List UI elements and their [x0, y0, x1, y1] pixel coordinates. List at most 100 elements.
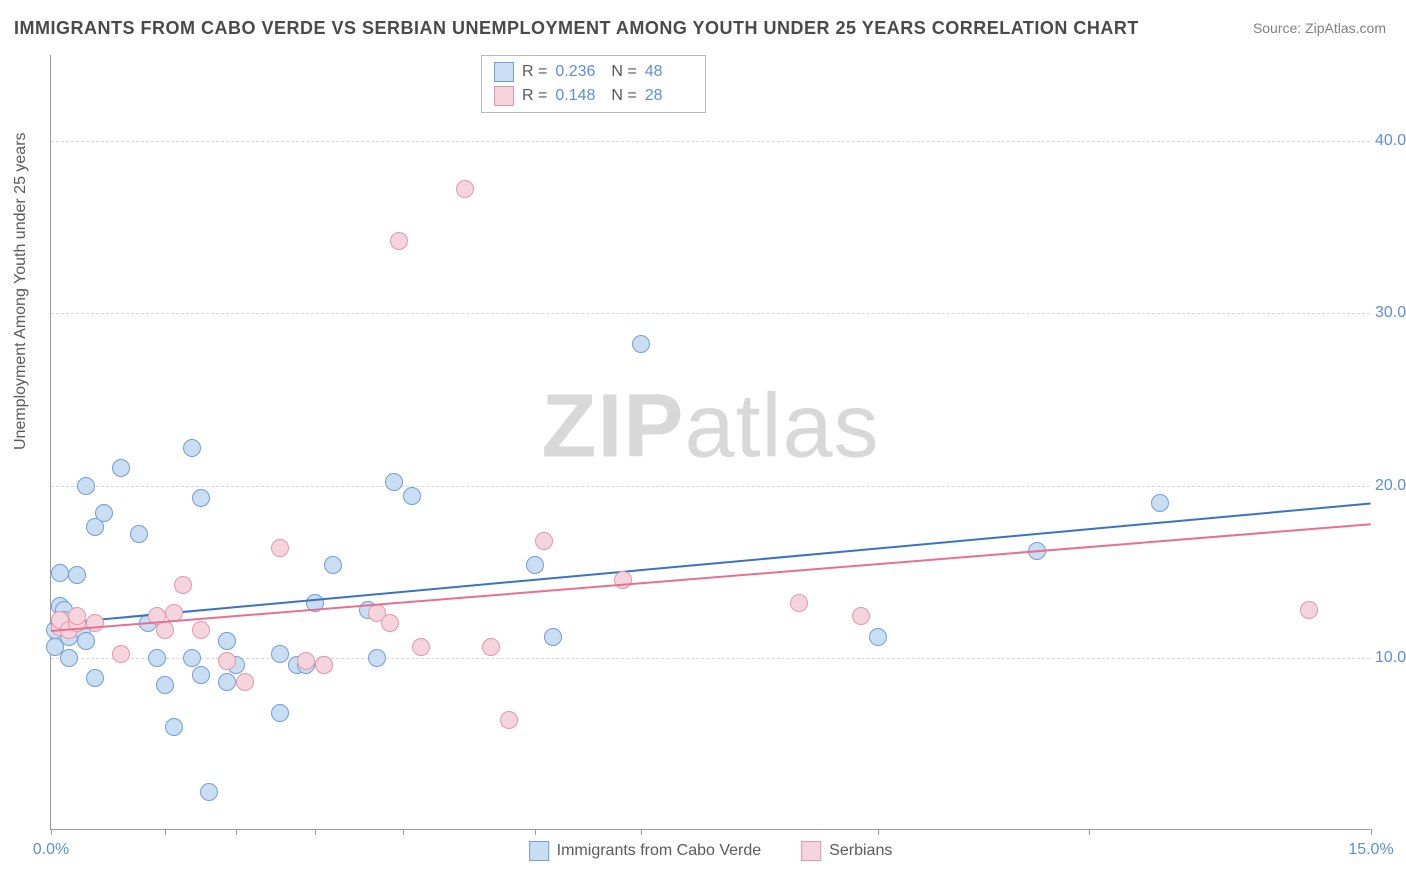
- scatter-point: [412, 638, 430, 656]
- y-axis-label: Unemployment Among Youth under 25 years: [12, 132, 30, 450]
- scatter-point: [77, 632, 95, 650]
- scatter-point: [218, 632, 236, 650]
- xtick: [1089, 829, 1090, 835]
- xtick: [1371, 829, 1372, 835]
- scatter-point: [68, 566, 86, 584]
- scatter-point: [86, 614, 104, 632]
- ytick-label: 10.0%: [1375, 649, 1406, 667]
- scatter-point: [271, 704, 289, 722]
- ytick-label: 30.0%: [1375, 304, 1406, 322]
- xtick: [51, 829, 52, 835]
- legend-r-value: 0.236: [555, 63, 603, 81]
- chart-container: IMMIGRANTS FROM CABO VERDE VS SERBIAN UN…: [0, 0, 1406, 892]
- scatter-point: [526, 556, 544, 574]
- legend-n-label: N =: [611, 87, 636, 105]
- scatter-point: [130, 525, 148, 543]
- scatter-point: [500, 711, 518, 729]
- gridline: [51, 486, 1370, 487]
- scatter-point: [192, 489, 210, 507]
- scatter-point: [86, 669, 104, 687]
- scatter-point: [192, 621, 210, 639]
- scatter-point: [95, 504, 113, 522]
- scatter-point: [200, 783, 218, 801]
- watermark-text-a: ZIP: [541, 376, 684, 476]
- scatter-point: [192, 666, 210, 684]
- scatter-point: [315, 656, 333, 674]
- watermark: ZIPatlas: [541, 375, 879, 478]
- scatter-point: [1151, 494, 1169, 512]
- xtick-label: 0.0%: [33, 841, 69, 859]
- scatter-point: [790, 594, 808, 612]
- scatter-point: [390, 232, 408, 250]
- legend-item: Immigrants from Cabo Verde: [529, 841, 762, 861]
- scatter-point: [381, 614, 399, 632]
- xtick: [535, 829, 536, 835]
- xtick: [641, 829, 642, 835]
- scatter-point: [156, 621, 174, 639]
- scatter-point: [60, 649, 78, 667]
- xtick: [403, 829, 404, 835]
- scatter-point: [236, 673, 254, 691]
- legend-n-label: N =: [611, 63, 636, 81]
- series-legend: Immigrants from Cabo Verde Serbians: [529, 841, 893, 861]
- xtick: [315, 829, 316, 835]
- legend-swatch: [494, 62, 514, 82]
- watermark-text-b: atlas: [684, 376, 879, 476]
- scatter-point: [112, 459, 130, 477]
- scatter-point: [51, 564, 69, 582]
- legend-label: Immigrants from Cabo Verde: [557, 842, 762, 860]
- xtick: [878, 829, 879, 835]
- legend-n-value: 28: [645, 87, 693, 105]
- legend-n-value: 48: [645, 63, 693, 81]
- scatter-point: [148, 649, 166, 667]
- scatter-point: [456, 180, 474, 198]
- xtick-label: 15.0%: [1348, 841, 1393, 859]
- scatter-point: [156, 676, 174, 694]
- scatter-point: [1300, 601, 1318, 619]
- scatter-point: [324, 556, 342, 574]
- scatter-point: [218, 652, 236, 670]
- xtick: [236, 829, 237, 835]
- legend-r-value: 0.148: [555, 87, 603, 105]
- scatter-point: [174, 576, 192, 594]
- scatter-point: [183, 439, 201, 457]
- scatter-point: [852, 607, 870, 625]
- scatter-point: [535, 532, 553, 550]
- scatter-point: [297, 652, 315, 670]
- scatter-point: [632, 335, 650, 353]
- scatter-point: [218, 673, 236, 691]
- source-label: Source: ZipAtlas.com: [1253, 20, 1386, 36]
- scatter-point: [385, 473, 403, 491]
- scatter-point: [112, 645, 130, 663]
- legend-swatch: [801, 841, 821, 861]
- ytick-label: 20.0%: [1375, 477, 1406, 495]
- scatter-point: [271, 539, 289, 557]
- legend-corr-row: R = 0.236 N = 48: [494, 60, 693, 84]
- gridline: [51, 313, 1370, 314]
- scatter-point: [544, 628, 562, 646]
- scatter-point: [165, 718, 183, 736]
- scatter-point: [271, 645, 289, 663]
- legend-r-label: R =: [522, 87, 547, 105]
- scatter-point: [869, 628, 887, 646]
- chart-title: IMMIGRANTS FROM CABO VERDE VS SERBIAN UN…: [14, 18, 1139, 39]
- legend-label: Serbians: [829, 842, 892, 860]
- legend-r-label: R =: [522, 63, 547, 81]
- scatter-point: [482, 638, 500, 656]
- correlation-legend: R = 0.236 N = 48 R = 0.148 N = 28: [481, 55, 706, 113]
- scatter-point: [403, 487, 421, 505]
- xtick: [165, 829, 166, 835]
- scatter-point: [77, 477, 95, 495]
- gridline: [51, 141, 1370, 142]
- scatter-point: [68, 607, 86, 625]
- trendline: [51, 503, 1371, 626]
- legend-corr-row: R = 0.148 N = 28: [494, 84, 693, 108]
- legend-swatch: [529, 841, 549, 861]
- legend-item: Serbians: [801, 841, 892, 861]
- ytick-label: 40.0%: [1375, 132, 1406, 150]
- plot-area: ZIPatlas R =0.236N =48R =0.148N =28 Immi…: [50, 55, 1370, 830]
- legend-swatch: [494, 86, 514, 106]
- gridline: [51, 658, 1370, 659]
- scatter-point: [614, 571, 632, 589]
- trendline: [51, 523, 1371, 632]
